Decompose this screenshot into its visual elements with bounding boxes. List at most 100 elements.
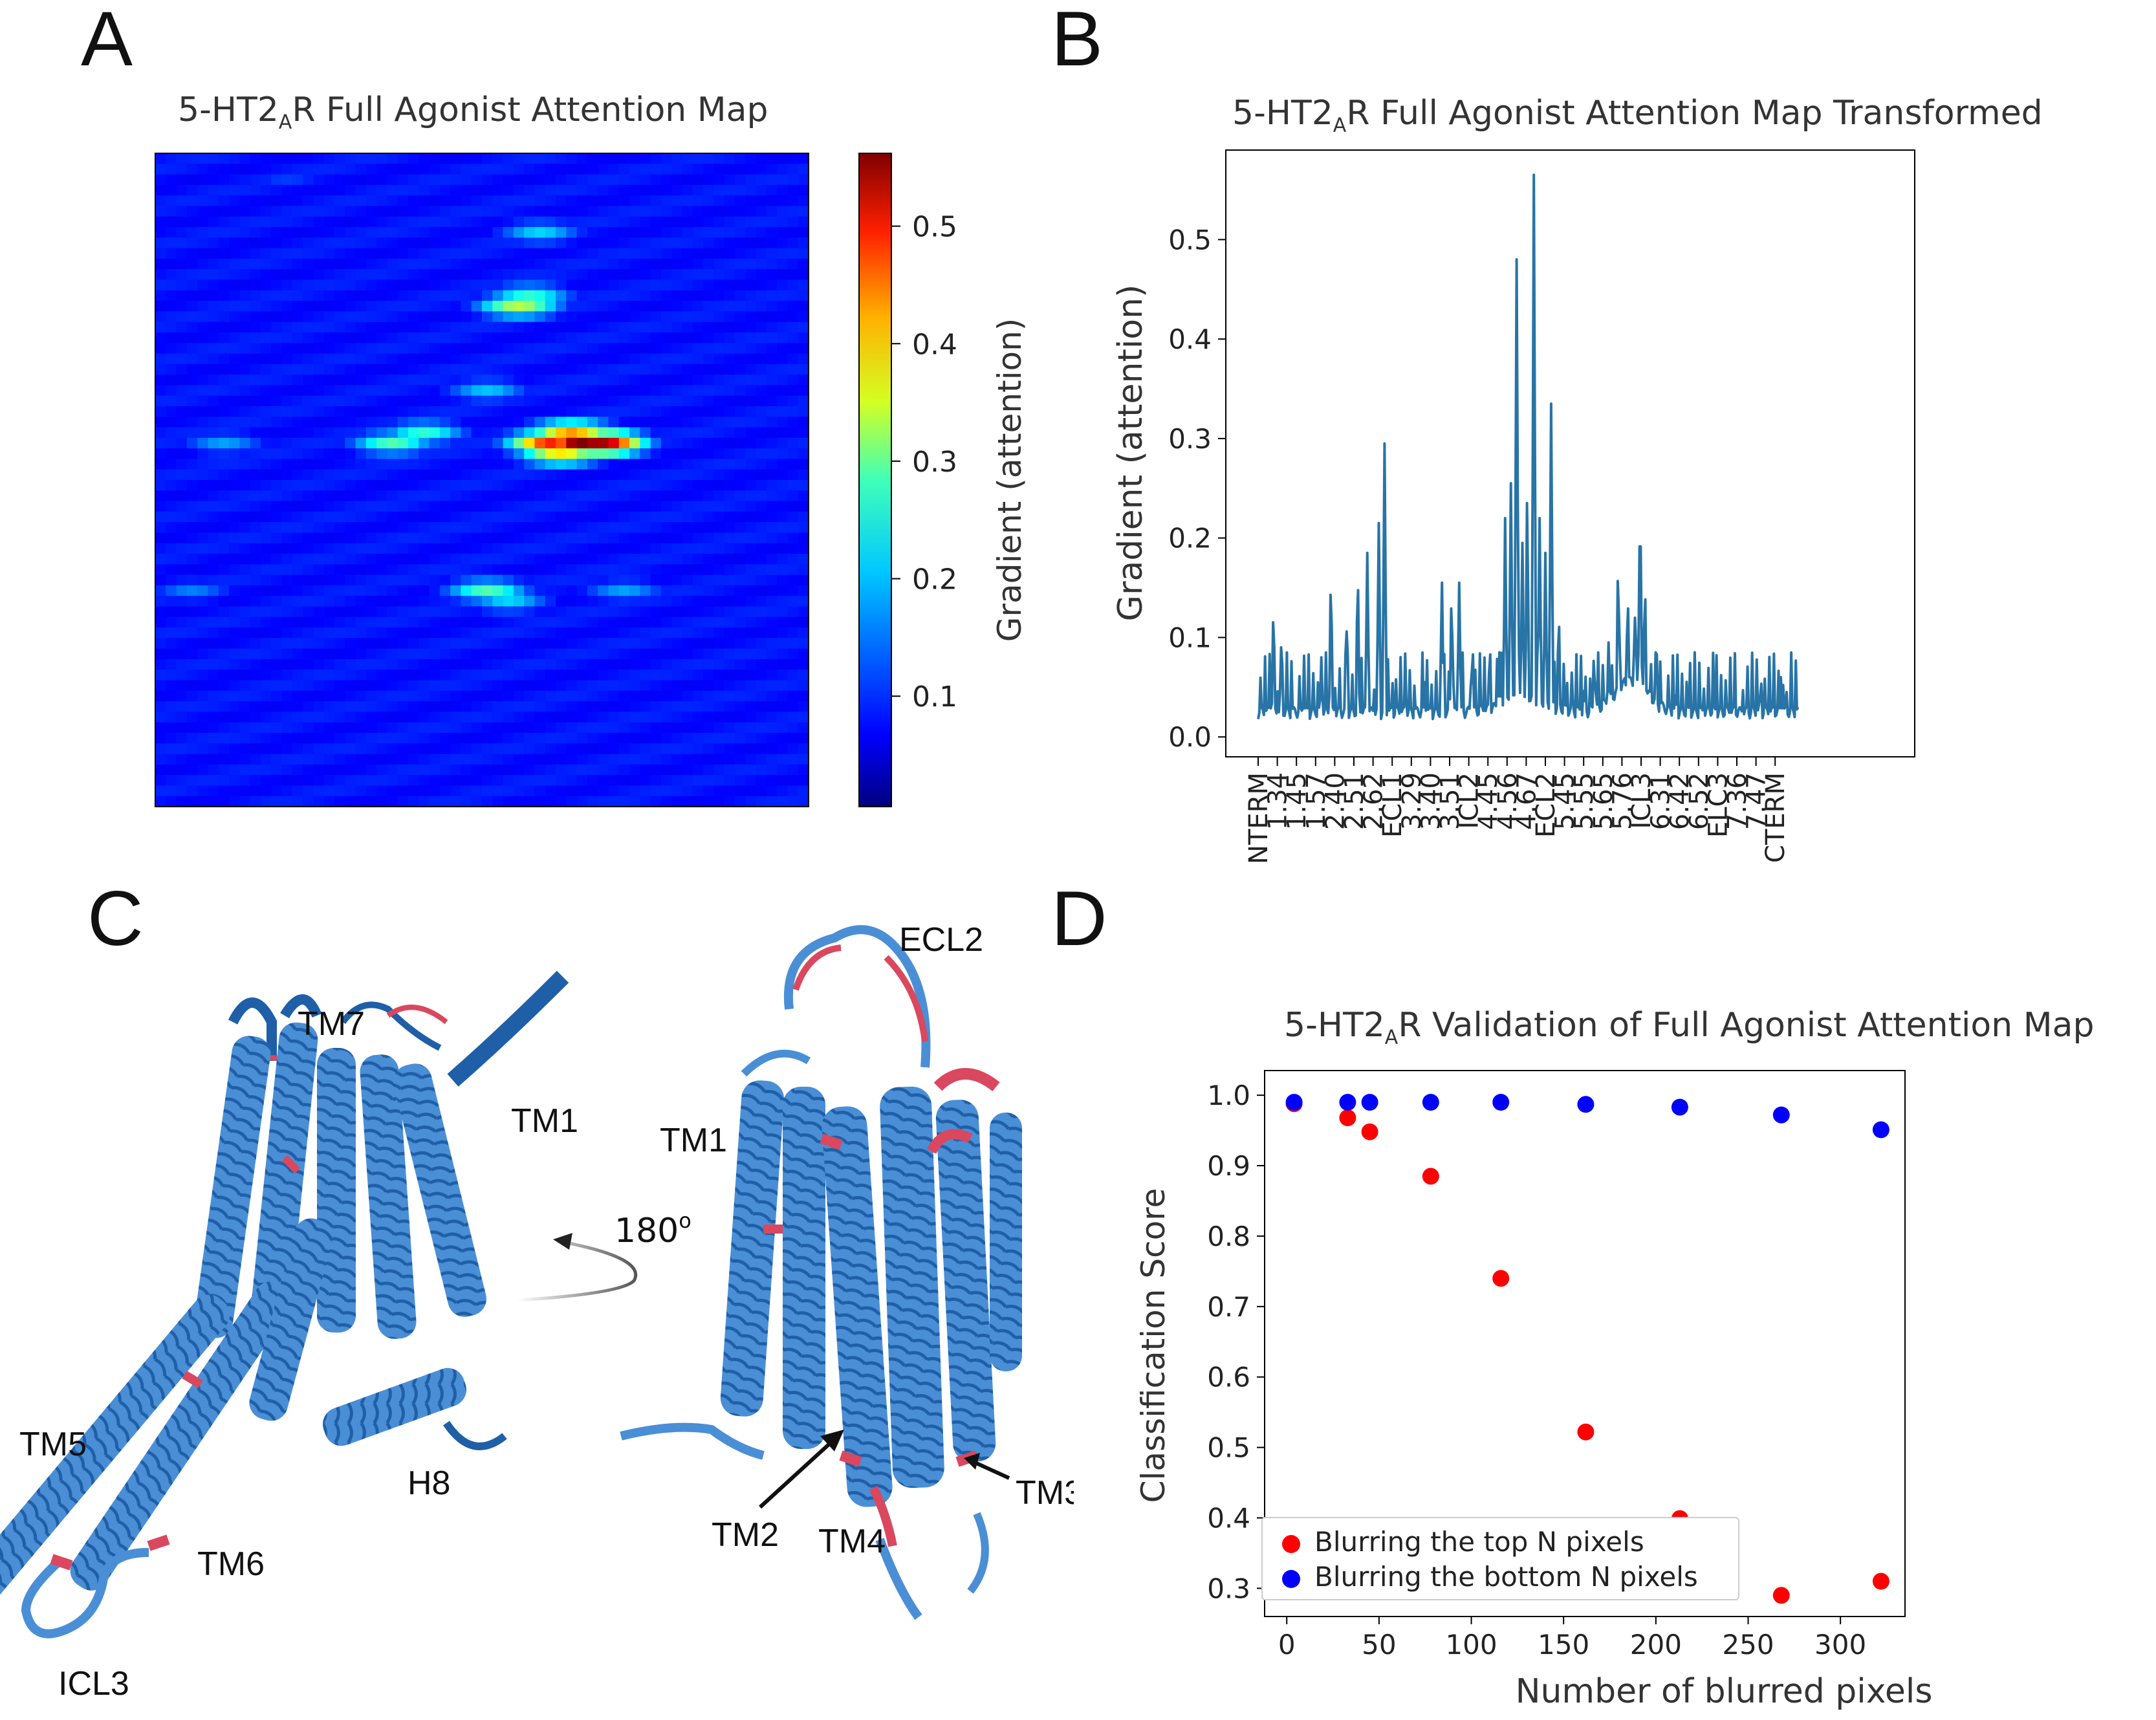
profile-xtick-label: 1.34 bbox=[1263, 772, 1293, 830]
profile-xtick-label: 4.56 bbox=[1493, 772, 1523, 830]
profile-line bbox=[1257, 173, 1800, 721]
label-tm1-left: TM1 bbox=[511, 1102, 578, 1140]
profile-panel: 0.0 0.1 0.2 0.3 0.4 0.5 NTERM1.341.451.572.40… bbox=[1111, 149, 1915, 864]
profile-xtick-label: NTERM bbox=[1244, 772, 1274, 864]
profile-xtick-label: 3.51 bbox=[1435, 772, 1465, 830]
panel-letter-d: D bbox=[1051, 875, 1107, 962]
heatmap-cells bbox=[155, 153, 809, 807]
point-top bbox=[1492, 1270, 1510, 1287]
colorbar-label: Gradient (attention) bbox=[991, 318, 1029, 642]
profile-xtick-label: 4.67 bbox=[1512, 772, 1541, 830]
point-top bbox=[1361, 1123, 1378, 1140]
profile-xtick-label: 6.31 bbox=[1646, 772, 1676, 830]
validation-xlabel: Number of blurred pixels bbox=[1516, 1672, 1933, 1711]
profile-ytick-label: 0.3 bbox=[1168, 423, 1212, 455]
profile-xtick-label: 3.40 bbox=[1416, 772, 1446, 830]
validation-ytick-label: 1.0 bbox=[1207, 1080, 1250, 1111]
validation-ytick-label: 0.8 bbox=[1207, 1221, 1250, 1252]
label-ecl2: ECL2 bbox=[899, 921, 983, 959]
label-tm2: TM2 bbox=[712, 1516, 779, 1554]
colorbar bbox=[858, 153, 892, 807]
validation-legend: Blurring the top N pixels Blurring the b… bbox=[1261, 1517, 1739, 1600]
structure-right bbox=[620, 925, 1022, 1620]
rotation-degree: o bbox=[679, 1208, 691, 1233]
legend-marker-red bbox=[1282, 1534, 1300, 1553]
point-top bbox=[1339, 1109, 1356, 1126]
validation-ytick-label: 0.3 bbox=[1207, 1573, 1250, 1604]
legend-label-bottom: Blurring the bottom N pixels bbox=[1314, 1561, 1698, 1593]
profile-frame bbox=[1225, 149, 1915, 757]
profile-xtick-label: 5.45 bbox=[1551, 772, 1580, 830]
panel-letter-a: A bbox=[81, 0, 133, 82]
profile-ytick-label: 0.1 bbox=[1168, 622, 1212, 653]
validation-ylabel: Classification Score bbox=[1135, 1188, 1172, 1503]
profile-xtick-label: 6.42 bbox=[1665, 772, 1695, 830]
colorbar-tick-label: 0.2 bbox=[912, 563, 957, 596]
validation-xticks: 0 50 100 150 200 250 300 bbox=[1278, 1617, 1866, 1660]
profile-xtick-label: 5.76 bbox=[1607, 772, 1637, 830]
profile-xtick-label: 5.55 bbox=[1569, 772, 1599, 830]
point-top bbox=[1577, 1423, 1595, 1441]
profile-xtick-label: 5.65 bbox=[1589, 772, 1618, 830]
validation-xtick-label: 150 bbox=[1538, 1629, 1589, 1660]
profile-ytick-label: 0.2 bbox=[1168, 523, 1212, 554]
profile-title-sub: A bbox=[1333, 114, 1347, 137]
profile-ytick-label: 0.0 bbox=[1168, 721, 1212, 753]
structure-left bbox=[0, 970, 569, 1638]
label-tm1-right: TM1 bbox=[660, 1122, 727, 1159]
validation-ytick-label: 0.6 bbox=[1207, 1362, 1250, 1393]
colorbar-tick-label: 0.4 bbox=[912, 328, 957, 361]
validation-title-sub: A bbox=[1384, 1026, 1399, 1049]
colorbar-tick-label: 0.5 bbox=[912, 211, 957, 244]
colorbar-ticks: 0.1 0.2 0.3 0.4 0.5 bbox=[891, 211, 957, 713]
point-bottom bbox=[1339, 1094, 1356, 1111]
legend-label-top: Blurring the top N pixels bbox=[1314, 1526, 1644, 1558]
profile-ylabel: Gradient (attention) bbox=[1111, 285, 1150, 622]
point-top bbox=[1872, 1573, 1889, 1590]
point-bottom bbox=[1671, 1098, 1688, 1116]
validation-xtick-label: 250 bbox=[1722, 1629, 1774, 1660]
heatmap-title-post: R Full Agonist Attention Map bbox=[292, 91, 768, 129]
profile-yticks: 0.0 0.1 0.2 0.3 0.4 0.5 bbox=[1168, 224, 1226, 753]
heatmap-title-pre: 5-HT2 bbox=[178, 91, 279, 129]
validation-xtick-label: 200 bbox=[1630, 1629, 1682, 1660]
profile-xtick-label: 7.47 bbox=[1742, 772, 1772, 830]
rotation-value: 180 bbox=[615, 1212, 679, 1250]
heatmap-panel: 0.1 0.2 0.3 0.4 0.5 Gradient (attention) bbox=[155, 153, 1029, 807]
label-tm5: TM5 bbox=[19, 1426, 87, 1463]
legend-item-bottom: Blurring the bottom N pixels bbox=[1282, 1561, 1698, 1593]
profile-xtick-label: ECL2 bbox=[1531, 772, 1561, 838]
pointer-tm3 bbox=[964, 1453, 1010, 1480]
profile-ytick-label: 0.4 bbox=[1168, 323, 1212, 355]
point-bottom bbox=[1772, 1106, 1790, 1124]
profile-title: 5-HT2AR Full Agonist Attention Map Trans… bbox=[1232, 94, 2043, 136]
profile-xtick-label: CTERM bbox=[1761, 772, 1791, 863]
validation-title-post: R Validation of Full Agonist Attention M… bbox=[1398, 1006, 2095, 1045]
heatmap-title-sub: A bbox=[278, 111, 292, 134]
colorbar-tick-label: 0.3 bbox=[912, 446, 957, 479]
label-icl3: ICL3 bbox=[58, 1665, 129, 1703]
panel-letter-b: B bbox=[1051, 0, 1104, 82]
validation-yticks: 0.3 0.4 0.5 0.6 0.7 0.8 0.9 1.0 bbox=[1207, 1080, 1265, 1604]
point-bottom bbox=[1285, 1094, 1303, 1111]
label-tm6: TM6 bbox=[197, 1545, 265, 1583]
structure-panel: TM7 TM1 TM5 TM6 H8 ICL3 180o ECL2 TM1 TM… bbox=[0, 921, 1074, 1703]
profile-xtick-label: 1.45 bbox=[1282, 772, 1312, 830]
validation-ytick-label: 0.4 bbox=[1207, 1503, 1250, 1534]
point-bottom bbox=[1361, 1094, 1378, 1111]
profile-xtick-label: ICL2 bbox=[1455, 772, 1485, 829]
label-h8: H8 bbox=[408, 1464, 450, 1502]
legend-item-top: Blurring the top N pixels bbox=[1282, 1526, 1644, 1558]
profile-xtick-label: 2.62 bbox=[1359, 772, 1389, 830]
validation-ytick-label: 0.5 bbox=[1207, 1432, 1250, 1464]
profile-xtick-label: 2.40 bbox=[1320, 772, 1350, 830]
profile-xtick-label: 6.52 bbox=[1684, 772, 1714, 830]
rotation-arrow bbox=[517, 1233, 638, 1302]
point-bottom bbox=[1872, 1121, 1889, 1138]
profile-ytick-label: 0.5 bbox=[1168, 224, 1212, 256]
profile-xtick-label: 7.36 bbox=[1723, 772, 1752, 830]
validation-xtick-label: 0 bbox=[1278, 1629, 1296, 1660]
label-tm3: TM3 bbox=[1016, 1474, 1074, 1512]
profile-xtick-label: 1.57 bbox=[1301, 772, 1331, 830]
colorbar-tick-label: 0.1 bbox=[912, 680, 957, 713]
